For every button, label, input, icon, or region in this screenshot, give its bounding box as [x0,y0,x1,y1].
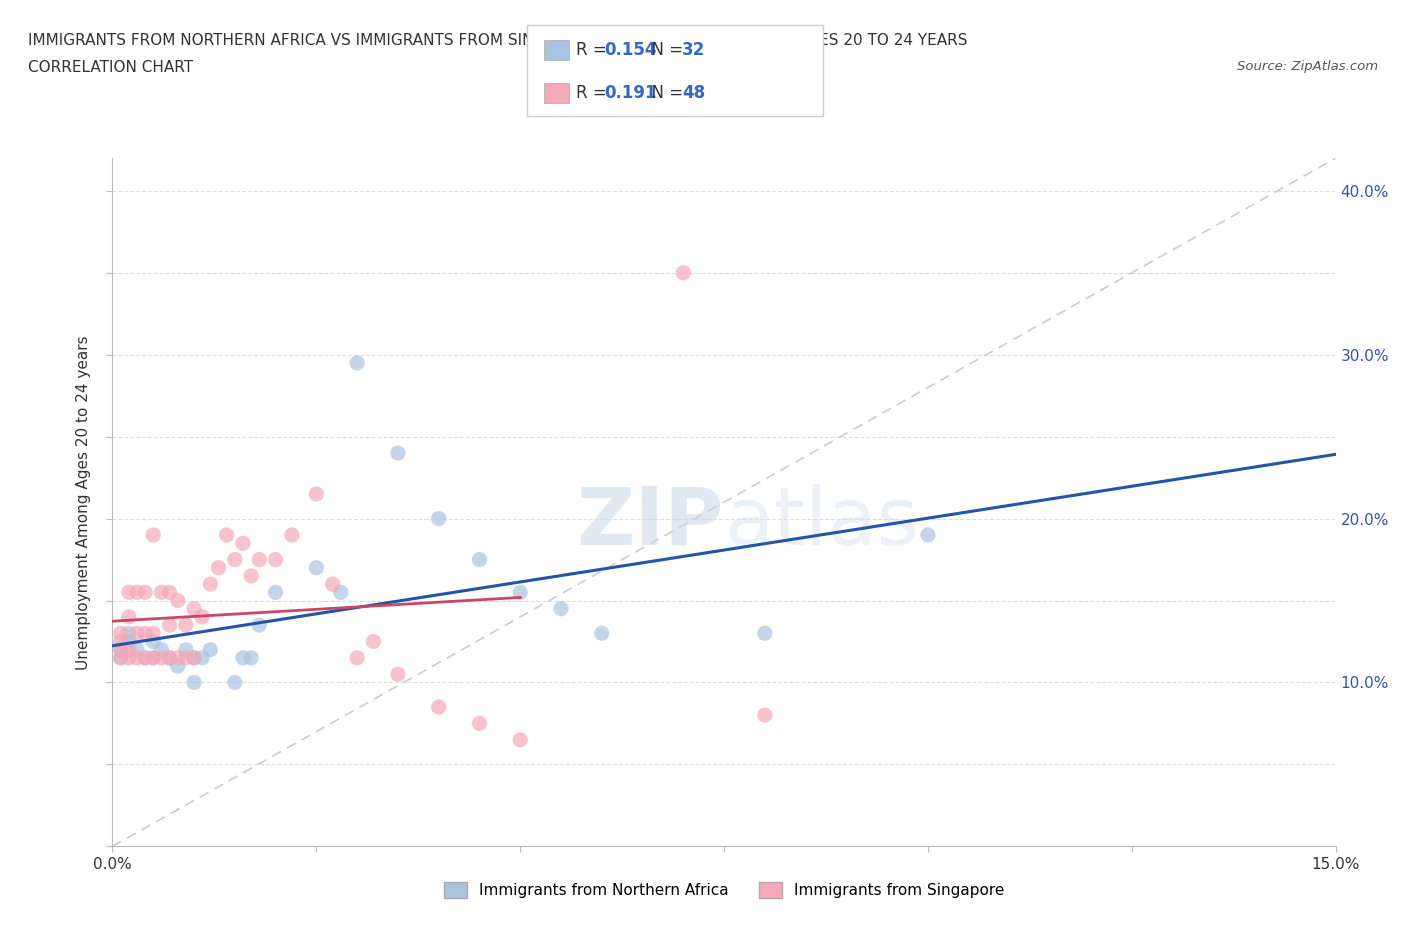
Point [427,512,450,526]
Point [118,643,141,658]
Point [118,585,141,600]
Point [142,527,165,542]
Point [550,602,572,617]
Point [125,626,148,641]
Point [125,585,148,600]
Point [118,626,141,641]
Point [118,650,141,665]
Point [110,626,132,641]
Point [232,650,254,665]
Point [118,634,141,649]
Point [134,626,156,641]
Point [200,643,222,658]
Point [346,650,368,665]
Point [125,643,148,658]
Point [363,634,385,649]
Point [509,585,531,600]
Point [427,699,450,714]
Point [240,568,263,583]
Text: ZIP: ZIP [576,484,724,562]
Point [387,667,409,682]
Point [207,560,229,575]
Text: N =: N = [641,84,689,102]
Text: 32: 32 [682,41,706,60]
Point [232,536,254,551]
Text: Source: ZipAtlas.com: Source: ZipAtlas.com [1237,60,1378,73]
Point [166,658,188,673]
Point [509,732,531,747]
Point [754,626,776,641]
Point [118,609,141,624]
Point [110,634,132,649]
Point [142,626,165,641]
Point [150,650,173,665]
Point [142,650,165,665]
Text: R =: R = [576,41,613,60]
Point [110,650,132,665]
Point [110,643,132,658]
Point [305,560,328,575]
Text: 0.154: 0.154 [605,41,657,60]
Point [247,552,270,567]
Point [150,643,173,658]
Point [166,650,188,665]
Point [224,552,246,567]
Point [159,650,181,665]
Text: CORRELATION CHART: CORRELATION CHART [28,60,193,75]
Point [110,643,132,658]
Text: 48: 48 [682,84,704,102]
Point [183,650,205,665]
Point [468,552,491,567]
Point [215,527,238,542]
Point [142,634,165,649]
Text: 0.191: 0.191 [605,84,657,102]
Point [159,585,181,600]
Point [166,593,188,608]
Point [134,585,156,600]
Point [917,527,939,542]
Y-axis label: Unemployment Among Ages 20 to 24 years: Unemployment Among Ages 20 to 24 years [76,335,91,670]
Point [591,626,613,641]
Point [754,708,776,723]
Text: N =: N = [641,41,689,60]
Point [224,675,246,690]
Point [672,265,695,280]
Point [191,650,214,665]
Point [305,486,328,501]
Point [264,552,287,567]
Point [200,577,222,591]
Point [322,577,344,591]
Legend: Immigrants from Northern Africa, Immigrants from Singapore: Immigrants from Northern Africa, Immigra… [437,876,1011,904]
Point [329,585,352,600]
Point [183,675,205,690]
Point [159,618,181,632]
Text: atlas: atlas [724,484,918,562]
Point [240,650,263,665]
Point [264,585,287,600]
Point [150,585,173,600]
Point [183,602,205,617]
Point [387,445,409,460]
Point [142,650,165,665]
Point [174,650,197,665]
Point [191,609,214,624]
Point [159,650,181,665]
Point [110,650,132,665]
Point [174,643,197,658]
Point [281,527,304,542]
Point [134,650,156,665]
Text: IMMIGRANTS FROM NORTHERN AFRICA VS IMMIGRANTS FROM SINGAPORE UNEMPLOYMENT AMONG : IMMIGRANTS FROM NORTHERN AFRICA VS IMMIG… [28,33,967,47]
Point [247,618,270,632]
Point [174,618,197,632]
Point [125,650,148,665]
Point [468,716,491,731]
Point [134,650,156,665]
Text: R =: R = [576,84,613,102]
Point [346,355,368,370]
Point [183,650,205,665]
